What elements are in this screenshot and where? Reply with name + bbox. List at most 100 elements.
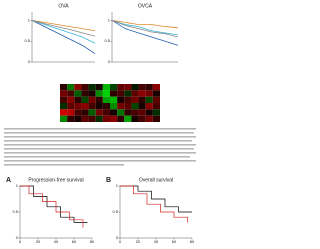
heat-cell (60, 103, 68, 110)
heat-cell (152, 115, 160, 122)
heat-cell (102, 109, 110, 116)
heat-cell (102, 84, 110, 91)
chart-title: OVCA (138, 3, 153, 9)
axis (31, 12, 95, 63)
panel-label: A (6, 177, 11, 184)
heat-cell (95, 109, 103, 116)
heat-cell (110, 109, 118, 116)
y-tick-label: 0 (16, 235, 19, 240)
heat-cell (81, 90, 89, 97)
heat-cell (131, 96, 139, 103)
heat-cell (138, 109, 146, 116)
heat-cell (131, 84, 139, 91)
x-tick-label: 20 (136, 239, 141, 244)
y-tick-label: 1 (108, 17, 111, 22)
heat-cell (117, 103, 125, 110)
heat-cell (110, 90, 118, 97)
heat-cell (138, 96, 146, 103)
y-tick-label: 0.5 (112, 209, 118, 214)
heat-cell (60, 90, 68, 97)
heat-cell (152, 103, 160, 110)
y-tick-label: 1 (16, 183, 19, 188)
chart-title: Progression-free survival (28, 177, 83, 183)
series-line (31, 19, 96, 55)
heat-cell (145, 115, 153, 122)
heat-cell (138, 115, 146, 122)
heat-cell (110, 103, 118, 110)
heat-cell (74, 96, 82, 103)
heat-cell (60, 109, 68, 116)
y-tick-label: 0 (28, 59, 31, 64)
series-line (31, 19, 96, 37)
heat-cell (110, 96, 118, 103)
y-tick-label: 1 (28, 17, 31, 22)
heat-cell (138, 103, 146, 110)
heat-cell (81, 84, 89, 91)
heat-cell (131, 109, 139, 116)
heat-cell (145, 84, 153, 91)
heat-cell (88, 90, 96, 97)
heat-cell (67, 109, 75, 116)
heat-cell (102, 96, 110, 103)
heat-cell (67, 90, 75, 97)
x-tick-label: 80 (190, 239, 195, 244)
heat-cell (67, 115, 75, 122)
heat-cell (60, 115, 68, 122)
heat-cell (117, 90, 125, 97)
heat-cell (124, 103, 132, 110)
heat-cell (88, 115, 96, 122)
series-line (31, 19, 96, 44)
chart-title: OVA (58, 3, 69, 9)
caption-text-block (4, 128, 196, 166)
y-tick-label: 1 (116, 183, 119, 188)
y-tick-label: 0.5 (104, 38, 110, 43)
heat-cell (74, 103, 82, 110)
heat-cell (138, 90, 146, 97)
axis (111, 12, 178, 63)
heat-cell (88, 96, 96, 103)
x-tick-label: 20 (36, 239, 41, 244)
heat-cell (152, 84, 160, 91)
x-tick-label: 0 (119, 239, 122, 244)
heat-cell (81, 109, 89, 116)
heat-cell (145, 90, 153, 97)
heat-cell (74, 115, 82, 122)
heat-cell (95, 96, 103, 103)
heat-cell (81, 96, 89, 103)
heat-cell (145, 96, 153, 103)
heat-cell (95, 84, 103, 91)
heat-cell (102, 115, 110, 122)
heat-cell (67, 84, 75, 91)
panel-label: B (106, 177, 111, 184)
heat-cell (67, 96, 75, 103)
heat-cell (88, 84, 96, 91)
heat-cell (124, 84, 132, 91)
heat-cell (131, 90, 139, 97)
heat-cell (74, 109, 82, 116)
x-tick-label: 60 (72, 239, 77, 244)
heat-cell (124, 115, 132, 122)
heat-cell (152, 90, 160, 97)
heat-cell (131, 103, 139, 110)
heat-cell (102, 103, 110, 110)
heat-cell (117, 115, 125, 122)
chart-title: Overall survival (139, 177, 173, 183)
series-line (111, 19, 179, 38)
x-tick-label: 0 (19, 239, 22, 244)
heat-cell (117, 109, 125, 116)
survival-curve (120, 185, 188, 223)
heat-cell (152, 96, 160, 103)
series-line (111, 19, 179, 46)
x-tick-label: 40 (154, 239, 159, 244)
heat-cell (81, 115, 89, 122)
x-tick-label: 40 (54, 239, 59, 244)
heat-cell (124, 90, 132, 97)
survival-curve (20, 185, 84, 228)
y-tick-label: 0 (108, 59, 111, 64)
heat-cell (145, 103, 153, 110)
heat-cell (95, 90, 103, 97)
heat-cell (74, 84, 82, 91)
heat-cell (124, 96, 132, 103)
heat-cell (117, 84, 125, 91)
